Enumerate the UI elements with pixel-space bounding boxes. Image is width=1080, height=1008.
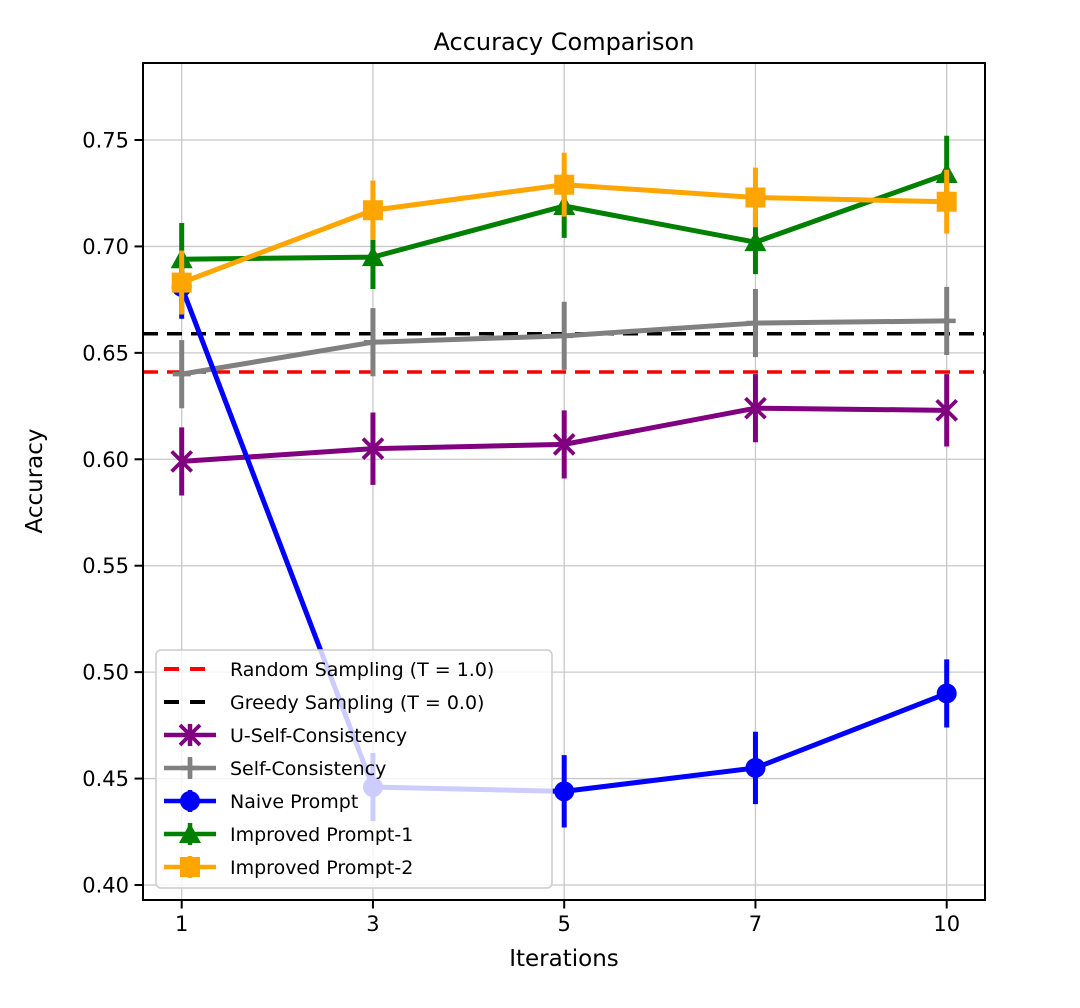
legend-item-improved-prompt-2: Improved Prompt-2 (164, 856, 413, 879)
y-tick-label: 0.50 (82, 661, 129, 685)
legend-label: U-Self-Consistency (230, 725, 407, 747)
series-self-consistency (172, 286, 956, 409)
x-tick-label: 10 (933, 912, 960, 936)
x-marker (170, 450, 194, 473)
x-tick-label: 3 (366, 912, 379, 936)
x-marker (744, 396, 767, 420)
series-improved-prompt-2 (171, 152, 957, 315)
legend-item-u-self-consistency: U-Self-Consistency (164, 723, 407, 747)
triangle-marker (361, 246, 384, 267)
legend-label: Improved Prompt-1 (230, 824, 413, 846)
y-tick-label: 0.45 (82, 767, 129, 791)
legend-label: Random Sampling (T = 1.0) (230, 659, 494, 681)
y-tick-label: 0.60 (82, 448, 129, 472)
square-marker (745, 187, 766, 208)
legend-label: Improved Prompt-2 (230, 857, 413, 879)
legend-item-random-sampling-t-1-0-: Random Sampling (T = 1.0) (164, 659, 494, 681)
square-marker (180, 857, 200, 877)
legend-item-improved-prompt-1: Improved Prompt-1 (164, 823, 413, 846)
legend-item-naive-prompt: Naive Prompt (164, 790, 358, 813)
legend: Random Sampling (T = 1.0) Greedy Sampling… (155, 649, 553, 889)
legend-label: Naive Prompt (230, 791, 358, 813)
x-marker (935, 398, 959, 422)
legend-box (155, 649, 553, 889)
legend-item-greedy-sampling-t-0-0-: Greedy Sampling (T = 0.0) (164, 692, 484, 714)
x-marker (178, 723, 202, 747)
circle-marker (554, 781, 575, 802)
y-tick-label: 0.65 (82, 341, 129, 365)
square-marker (171, 272, 192, 293)
legend-item-self-consistency: Self-Consistency (164, 757, 386, 780)
plot-area: 0.40 0.45 0.50 0.55 0.60 0.65 0.70 0.75 1 3 5 7 10 Ra… (82, 62, 986, 936)
square-marker (554, 174, 575, 195)
y-tick-label: 0.75 (82, 129, 129, 153)
triangle-marker (744, 231, 767, 252)
legend-label: Greedy Sampling (T = 0.0) (230, 692, 484, 714)
square-marker (362, 200, 383, 221)
circle-marker (180, 791, 200, 811)
circle-marker (745, 757, 766, 778)
circle-marker (936, 683, 957, 704)
x-marker (552, 433, 576, 456)
triangle-marker (179, 823, 201, 843)
square-marker (936, 191, 957, 212)
series-u-self-consistency (170, 374, 959, 496)
y-tick-label: 0.55 (82, 554, 129, 578)
x-tick-label: 1 (175, 912, 188, 936)
x-axis-label: Iterations (509, 946, 619, 972)
x-marker (361, 437, 385, 460)
legend-label: Self-Consistency (230, 758, 386, 780)
axis-ticks: 0.40 0.45 0.50 0.55 0.60 0.65 0.70 0.75 1 3 5 7 10 (82, 129, 960, 936)
chart-title: Accuracy Comparison (434, 28, 695, 56)
y-tick-label: 0.40 (82, 874, 129, 898)
x-tick-label: 5 (558, 912, 571, 936)
y-tick-label: 0.70 (82, 235, 129, 259)
x-tick-label: 7 (749, 912, 762, 936)
y-axis-label: Accuracy (22, 428, 48, 533)
